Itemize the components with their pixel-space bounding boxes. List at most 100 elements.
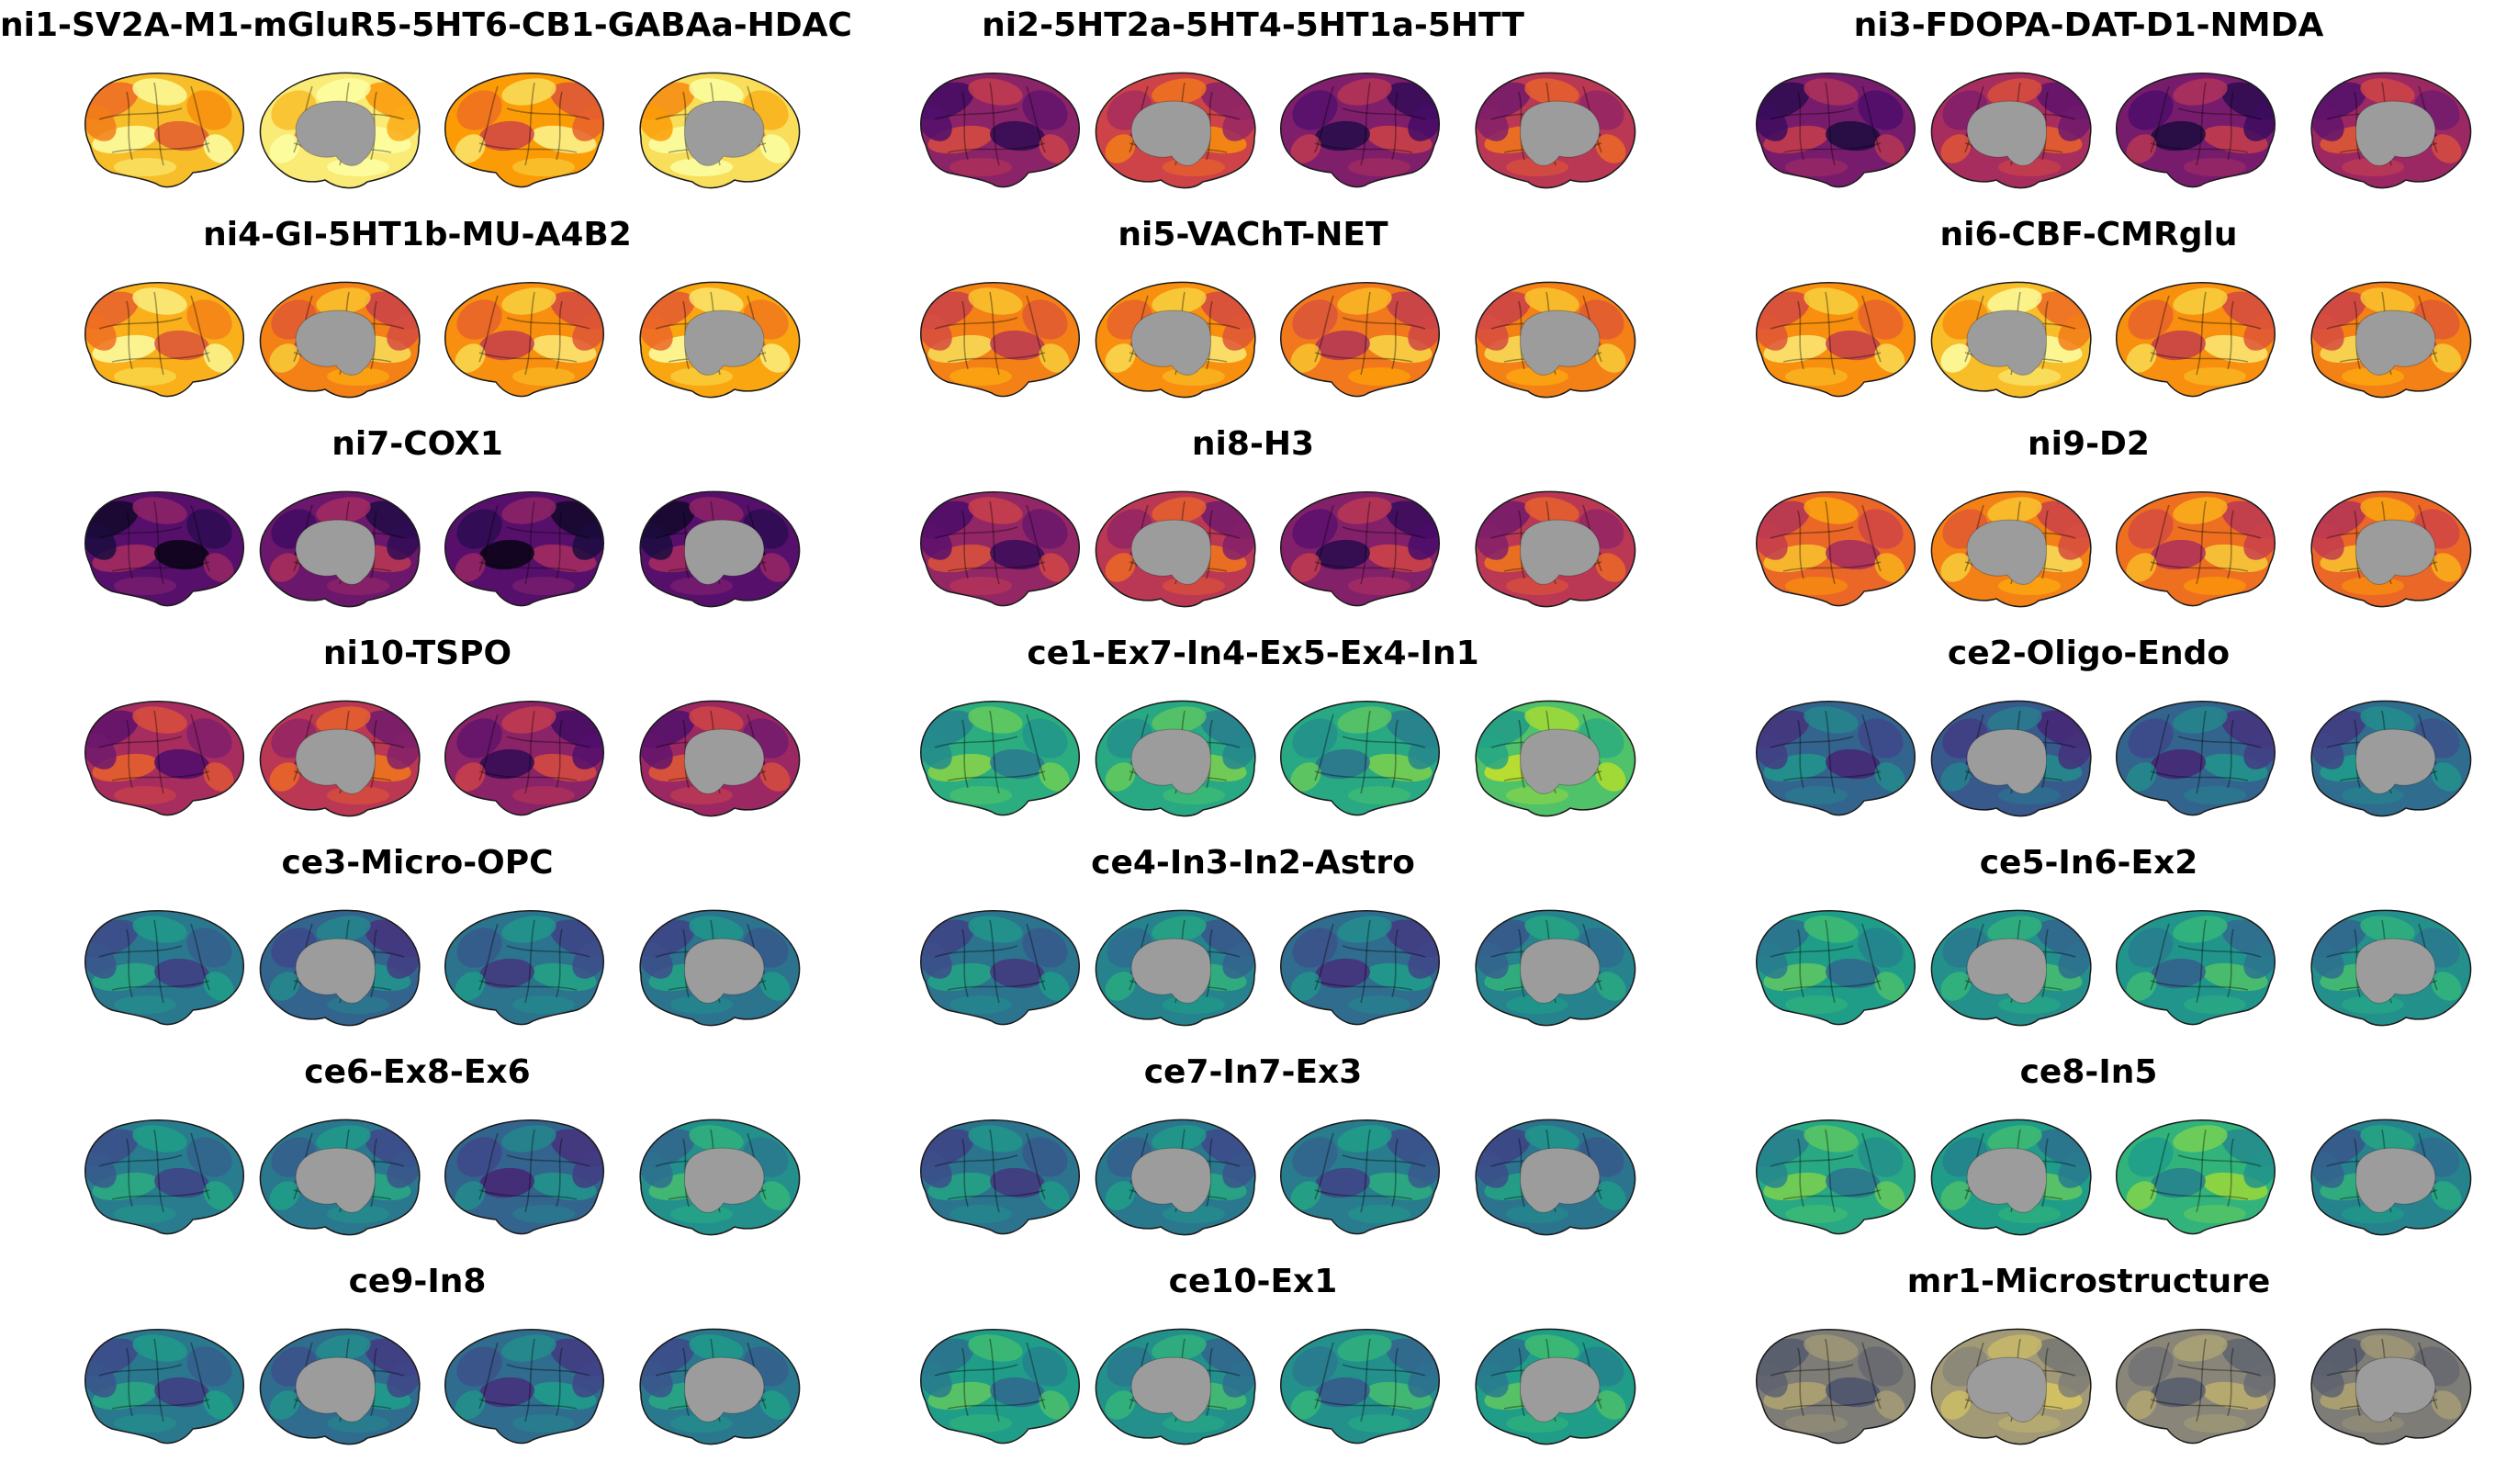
brain-left-medial-view	[259, 1328, 421, 1445]
brain-left-lateral-view	[84, 910, 244, 1026]
brain-views	[836, 1310, 1670, 1462]
panel-title: ni1-SV2A-M1-mGluR5-5HT6-CB1-GABAa-HDAC	[0, 6, 852, 44]
brain-left-medial-view	[1095, 1119, 1256, 1236]
brain-views	[0, 681, 835, 834]
brain-right-lateral-view	[444, 73, 604, 188]
brain-views-svg	[1756, 281, 2472, 399]
panel-title: ce9-In8	[348, 1263, 487, 1300]
brain-right-lateral-view	[444, 701, 604, 816]
brain-right-lateral-view	[1280, 1119, 1440, 1235]
brain-right-medial-view	[1475, 72, 1636, 189]
brain-left-lateral-view	[84, 701, 244, 816]
brain-map-panel: ce2-Oligo-Endo	[1671, 628, 2506, 838]
brain-views-svg	[1756, 700, 2472, 817]
brain-right-medial-view	[2310, 1119, 2472, 1236]
brain-right-medial-view	[2310, 72, 2472, 189]
brain-left-medial-view	[1930, 490, 2092, 608]
panel-title: ce5-In6-Ex2	[1979, 844, 2198, 882]
brain-right-medial-view	[639, 72, 801, 189]
brain-map-panel: ni6-CBF-CMRglu	[1671, 209, 2506, 419]
brain-left-medial-view	[1930, 281, 2092, 399]
panel-title: ni10-TSPO	[322, 635, 512, 672]
brain-left-medial-view	[1930, 700, 2092, 817]
panel-title: ce6-Ex8-Ex6	[304, 1053, 531, 1091]
brain-map-panel: ce10-Ex1	[836, 1256, 1670, 1466]
brain-map-panel: ni4-GI-5HT1b-MU-A4B2	[0, 209, 835, 419]
brain-right-lateral-view	[1280, 701, 1440, 816]
panel-title: ni8-H3	[1191, 425, 1315, 463]
brain-views	[836, 1100, 1670, 1253]
brain-right-lateral-view	[2116, 73, 2276, 188]
brain-views-svg	[1756, 490, 2472, 608]
brain-right-lateral-view	[1280, 73, 1440, 188]
brain-left-medial-view	[259, 1119, 421, 1236]
brain-left-lateral-view	[920, 282, 1080, 398]
brain-right-medial-view	[1475, 700, 1636, 817]
brain-views-svg	[84, 1119, 801, 1236]
panel-title: mr1-Microstructure	[1906, 1263, 2271, 1300]
brain-right-lateral-view	[444, 491, 604, 607]
brain-right-medial-view	[639, 1119, 801, 1236]
brain-right-lateral-view	[2116, 1329, 2276, 1445]
brain-views	[836, 472, 1670, 624]
brain-right-medial-view	[1475, 281, 1636, 399]
brain-right-medial-view	[1475, 490, 1636, 608]
brain-right-lateral-view	[2116, 1119, 2276, 1235]
brain-left-medial-view	[1095, 490, 1256, 608]
brain-views-svg	[84, 909, 801, 1027]
brain-right-medial-view	[639, 1328, 801, 1445]
brain-views	[836, 53, 1670, 206]
panel-title: ce3-Micro-OPC	[281, 844, 554, 882]
brain-map-panel: ni9-D2	[1671, 419, 2506, 628]
brain-right-medial-view	[639, 281, 801, 399]
brain-views	[0, 1310, 835, 1462]
brain-left-lateral-view	[920, 701, 1080, 816]
brain-views-svg	[1756, 1328, 2472, 1445]
brain-views	[1671, 263, 2506, 415]
brain-map-panel: ni2-5HT2a-5HT4-5HT1a-5HTT	[836, 0, 1670, 209]
brain-views-svg	[920, 1119, 1636, 1236]
brain-views	[836, 891, 1670, 1043]
brain-map-panel: ce6-Ex8-Ex6	[0, 1047, 835, 1256]
brain-right-lateral-view	[1280, 1329, 1440, 1445]
brain-right-lateral-view	[1280, 491, 1440, 607]
brain-views	[0, 1100, 835, 1253]
brain-right-lateral-view	[2116, 282, 2276, 398]
brain-right-lateral-view	[2116, 491, 2276, 607]
brain-left-lateral-view	[84, 491, 244, 607]
panel-title: ni6-CBF-CMRglu	[1939, 216, 2238, 253]
brain-left-medial-view	[1095, 909, 1256, 1027]
panel-title: ni7-COX1	[332, 425, 503, 463]
panel-title: ni3-FDOPA-DAT-D1-NMDA	[1853, 6, 2324, 44]
brain-views-svg	[920, 700, 1636, 817]
brain-right-medial-view	[639, 700, 801, 817]
brain-map-panel: ni10-TSPO	[0, 628, 835, 838]
brain-views-svg	[920, 281, 1636, 399]
brain-left-medial-view	[1930, 1119, 2092, 1236]
panel-title: ni4-GI-5HT1b-MU-A4B2	[203, 216, 632, 253]
panel-title: ce2-Oligo-Endo	[1947, 635, 2231, 672]
brain-left-lateral-view	[1756, 701, 1916, 816]
brain-left-medial-view	[259, 490, 421, 608]
brain-views-svg	[84, 281, 801, 399]
brain-right-medial-view	[639, 490, 801, 608]
brain-left-lateral-view	[84, 73, 244, 188]
brain-views	[836, 681, 1670, 834]
brain-left-lateral-view	[84, 282, 244, 398]
brain-left-medial-view	[259, 72, 421, 189]
brain-left-medial-view	[1095, 72, 1256, 189]
brain-views	[1671, 681, 2506, 834]
brain-views-svg	[920, 909, 1636, 1027]
brain-right-lateral-view	[2116, 701, 2276, 816]
brain-right-lateral-view	[1280, 910, 1440, 1026]
brain-right-lateral-view	[444, 1329, 604, 1445]
panel-title: ni5-VAChT-NET	[1118, 216, 1388, 253]
brain-left-lateral-view	[920, 1119, 1080, 1235]
brain-views-svg	[84, 1328, 801, 1445]
brain-map-panel: ce4-In3-In2-Astro	[836, 838, 1670, 1047]
brain-views	[1671, 1310, 2506, 1462]
brain-left-medial-view	[259, 909, 421, 1027]
brain-left-medial-view	[259, 700, 421, 817]
brain-right-lateral-view	[444, 1119, 604, 1235]
brain-left-medial-view	[259, 281, 421, 399]
